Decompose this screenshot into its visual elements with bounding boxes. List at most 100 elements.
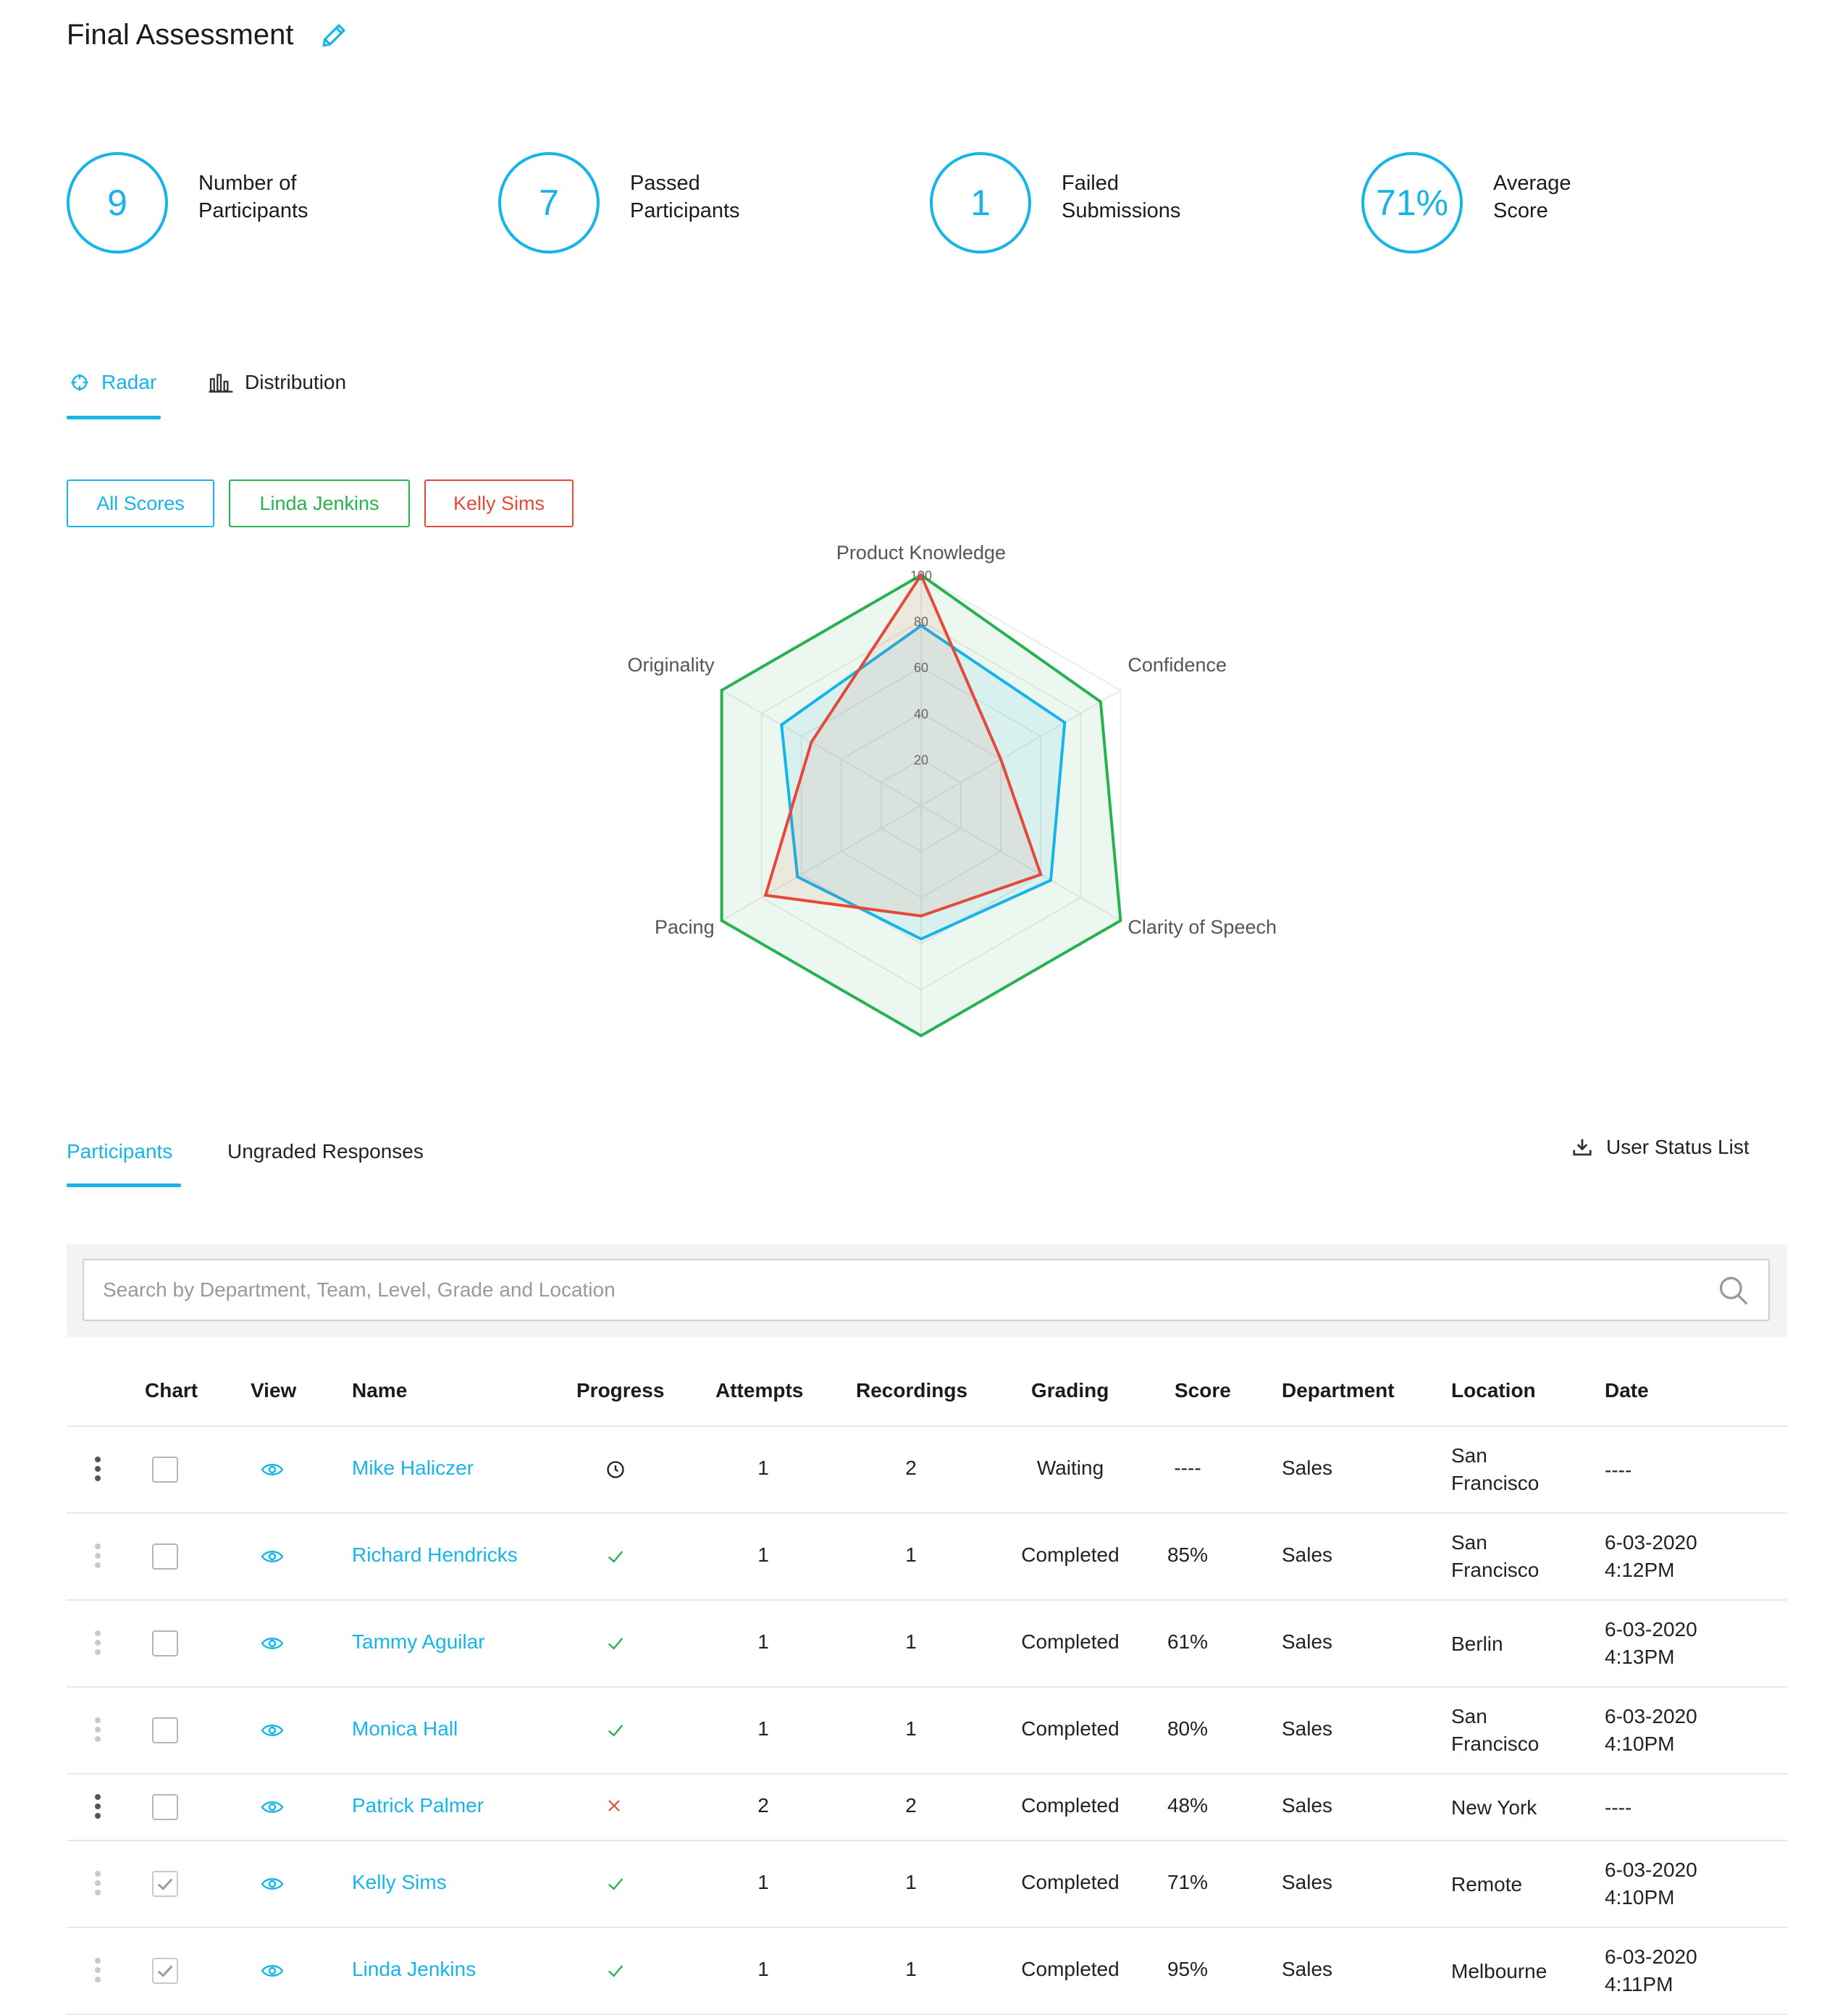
table-row[interactable]: Richard Hendricks 1 1 Completed 85% Sales San … [67,1514,1787,1601]
table-row[interactable]: Monica Hall 1 1 Completed 80% Sales San Franci… [67,1688,1787,1775]
radar-spoke [920,690,1121,806]
view-eye-icon[interactable] [261,1461,284,1478]
progress-passed-icon [605,1874,626,1894]
failed-count-circle: 1 [930,152,1031,254]
radar-axis-label: Pacing [655,916,715,938]
view-eye-icon[interactable] [261,1798,284,1816]
pencil-icon[interactable] [319,20,349,51]
attempts-value: 1 [757,1543,769,1566]
filter-all-scores-button[interactable]: All Scores [67,479,214,527]
department-value: Sales [1282,1543,1333,1566]
filter-linda-jenkins-button[interactable]: Linda Jenkins [229,479,410,527]
date-value: 6-03-2020 4:12PM [1605,1531,1697,1581]
row-menu-icon[interactable] [94,1794,101,1819]
table-row[interactable]: Tammy Aguilar 1 1 Completed 61% Sales Berlin 6-… [67,1601,1787,1688]
date-value: 6-03-2020 4:13PM [1605,1618,1697,1668]
row-menu-icon[interactable] [94,1958,101,1982]
progress-pending-icon [605,1459,626,1480]
failed-count-label: Failed Submissions [1062,172,1181,222]
row-menu-icon[interactable] [94,1717,101,1742]
score-value: 85% [1167,1543,1209,1566]
search-bar [67,1244,1787,1337]
column-header-name[interactable]: Name [352,1379,408,1402]
column-header-date[interactable]: Date [1605,1379,1649,1402]
row-menu-icon[interactable] [94,1543,101,1568]
row-menu-icon[interactable] [94,1457,101,1481]
chart-checkbox[interactable] [152,1871,178,1897]
radar-series-kelly-sims [763,571,1043,918]
date-value: 6-03-2020 4:10PM [1605,1859,1697,1909]
participant-name-link[interactable]: Monica Hall [352,1717,458,1740]
chart-checkbox[interactable] [152,1717,178,1743]
participant-name-link[interactable]: Mike Haliczer [352,1457,474,1479]
radar-spoke [920,805,1121,921]
row-menu-icon[interactable] [94,1871,101,1895]
chart-checkbox[interactable] [152,1630,178,1656]
score-value: 71% [1167,1871,1209,1893]
view-eye-icon[interactable] [261,1722,284,1739]
participant-name-link[interactable]: Linda Jenkins [352,1958,476,1980]
recordings-value: 1 [905,1630,917,1653]
column-header-attempts[interactable]: Attempts [715,1379,804,1402]
tab-distribution[interactable]: Distribution [209,371,346,394]
tab-ungraded-responses[interactable]: Ungraded Responses [227,1140,424,1163]
date-value: 6-03-2020 4:10PM [1605,1705,1697,1755]
radar-axis-label: Confidence [1127,654,1227,676]
table-row[interactable]: Linda Jenkins 1 1 Completed 95% Sales Melbourn… [67,1928,1787,2015]
attempts-value: 1 [757,1457,769,1479]
participant-name-link[interactable]: Patrick Palmer [352,1794,484,1817]
column-header-location[interactable]: Location [1451,1379,1536,1402]
column-header-recordings[interactable]: Recordings [856,1379,968,1402]
location-value: San Francisco [1451,1531,1540,1581]
average-score-circle: 71% [1361,152,1463,254]
radar-tick-label: 60 [914,661,928,675]
tab-participants[interactable]: Participants [67,1140,172,1163]
average-score-label: Average Score [1493,172,1571,222]
date-value: ---- [1605,1796,1632,1819]
user-status-list-button[interactable]: User Status List [1571,1136,1750,1159]
participant-name-link[interactable]: Kelly Sims [352,1871,447,1893]
location-value: Berlin [1451,1633,1503,1655]
table-row[interactable]: Patrick Palmer 2 2 Completed 48% Sales New Yor… [67,1775,1787,1841]
search-input[interactable] [83,1259,1770,1321]
location-value: San Francisco [1451,1444,1540,1494]
column-header-score[interactable]: Score [1175,1379,1231,1402]
table-row[interactable]: Kelly Sims 1 1 Completed 71% Sales Remote 6-03-… [67,1841,1787,1928]
progress-passed-icon [605,1546,626,1567]
filter-kelly-sims-button[interactable]: Kelly Sims [424,479,574,527]
grading-status: Completed [1021,1794,1120,1817]
bar-chart-icon [209,374,233,393]
column-header-view[interactable]: View [251,1379,297,1402]
participant-name-link[interactable]: Tammy Aguilar [352,1630,485,1653]
passed-count-circle: 7 [498,152,600,254]
search-icon[interactable] [1718,1275,1750,1307]
score-value: 80% [1167,1717,1209,1740]
chart-checkbox[interactable] [152,1958,178,1984]
tab-radar-label: Radar [101,371,157,393]
tab-radar[interactable]: Radar [70,371,156,394]
chart-checkbox[interactable] [152,1794,178,1820]
passed-count-label: Passed Participants [630,172,740,222]
department-value: Sales [1282,1457,1333,1479]
column-header-grading[interactable]: Grading [1031,1379,1109,1402]
table-row[interactable]: Mike Haliczer 1 2 Waiting ---- Sales San Franc… [67,1427,1787,1514]
recordings-value: 2 [905,1457,917,1479]
view-eye-icon[interactable] [261,1548,284,1565]
view-eye-icon[interactable] [261,1635,284,1652]
row-menu-icon[interactable] [94,1630,101,1655]
participant-name-link[interactable]: Richard Hendricks [352,1543,518,1566]
radar-tick-label: 40 [914,707,928,721]
column-header-progress[interactable]: Progress [576,1379,665,1402]
table-header: Chart View Name Progress Attempts Record… [67,1362,1787,1427]
column-header-chart[interactable]: Chart [145,1379,198,1402]
chart-checkbox[interactable] [152,1457,178,1483]
column-header-department[interactable]: Department [1282,1379,1395,1402]
score-value: 61% [1167,1630,1209,1653]
score-value: 95% [1167,1958,1209,1980]
view-eye-icon[interactable] [261,1962,284,1980]
chart-checkbox[interactable] [152,1543,178,1570]
progress-passed-icon [605,1633,626,1654]
location-value: New York [1451,1796,1537,1819]
view-eye-icon[interactable] [261,1875,284,1893]
recordings-value: 2 [905,1794,917,1817]
